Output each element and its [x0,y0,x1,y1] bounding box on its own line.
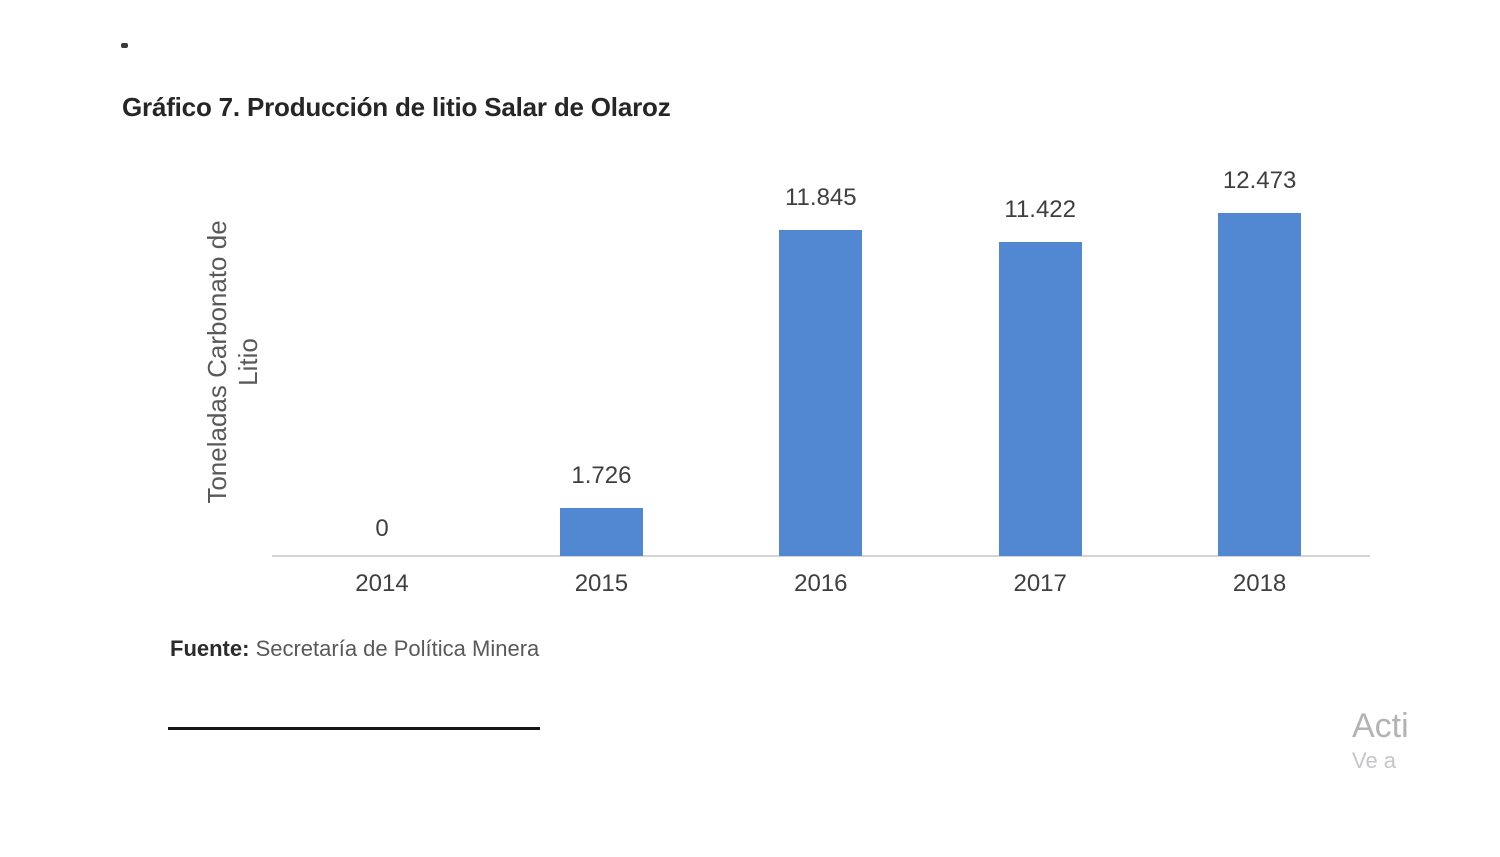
x-tick-2016: 2016 [794,570,848,597]
y-axis-label: Toneladas Carbonato de Litio [202,152,264,572]
y-axis-label-line1: Toneladas Carbonato de [202,220,232,504]
x-tick-2018: 2018 [1232,570,1287,597]
activation-watermark-line1: Acti [1352,707,1409,745]
bar-2016 [779,230,863,556]
source-note-text: Secretaría de Política Minera [249,636,540,661]
value-label-2017: 11.422 [1004,196,1076,223]
source-note-label: Fuente: [170,636,250,661]
bar-2017 [998,242,1082,556]
x-tick-2014: 2014 [355,570,409,597]
chart-title: Gráfico 7. Producción de litio Salar de … [122,92,671,122]
y-axis-label-line2: Litio [233,338,263,386]
bar-2018 [1218,213,1302,556]
activation-watermark: Acti Ve a [1352,704,1414,784]
x-axis-line [272,555,1370,557]
source-note: Fuente: Secretaría de Política Minera [170,636,539,662]
footnote-separator-line [168,727,540,730]
stray-mark-dot [121,43,128,48]
value-label-2015: 1.726 [571,462,632,489]
bar-2015 [559,508,643,556]
x-tick-2015: 2015 [574,570,629,597]
x-tick-2017: 2017 [1013,570,1067,597]
value-label-2018: 12.473 [1222,167,1297,194]
value-label-2016: 11.845 [784,184,857,211]
activation-watermark-line2: Ve a [1352,748,1397,773]
value-label-2014: 0 [375,515,389,542]
